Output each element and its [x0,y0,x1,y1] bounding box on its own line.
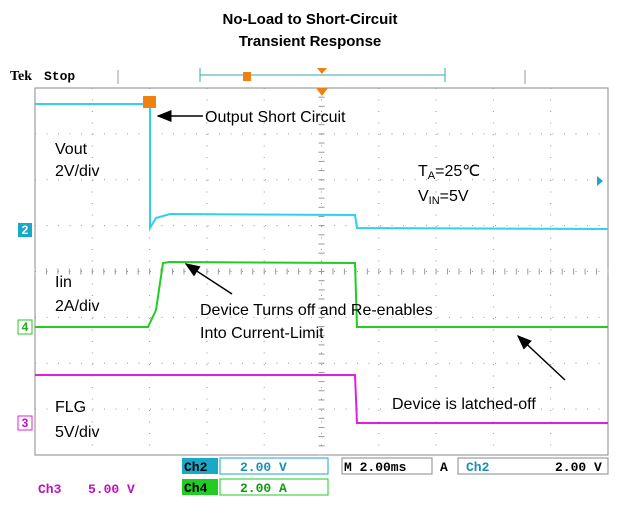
ch3-trace [35,374,608,424]
channel-markers: 2 4 3 [17,223,33,431]
status-text: 2.00 A [240,481,287,496]
label: 2V/div [55,163,99,180]
trigger-marker [143,96,156,108]
arrow [516,334,566,381]
label: Vout [55,141,88,158]
condition: TA=25℃ [418,163,480,182]
status-text: A [440,460,448,475]
status-text: Ch2 [184,460,208,475]
trigger-level [597,176,603,186]
status-text: M 2.00ms [344,460,407,475]
title-line: Transient Response [239,33,382,50]
status-text: Ch3 [38,482,62,497]
brand: Tek [10,69,32,84]
ch-marker: 2 [22,223,29,237]
condition: VIN=5V [418,188,469,207]
ch4-trace [35,260,608,328]
status-text: Ch2 [466,460,490,475]
arrow [184,263,233,295]
ch-marker: 4 [22,320,29,334]
status-text: 2.00 V [240,460,287,475]
ch2-trace [35,103,609,232]
label: Iin [55,274,72,291]
status-bar: Ch2 2.00 V M 2.00ms A Ch2 2.00 V Ch3 5.0… [38,457,609,497]
label: 2A/div [55,298,99,315]
annotation: Output Short Circuit [205,109,346,126]
run-status: Stop [44,69,75,84]
title-line: No-Load to Short-Circuit [223,11,398,28]
status-text: Ch4 [184,481,208,496]
label: 5V/div [55,424,99,441]
record-bracket [117,68,526,84]
ch-marker: 3 [22,416,29,430]
annotation: Into Current-Limit [200,325,324,342]
status-text: 5.00 V [88,482,135,497]
trigger-position [316,88,328,96]
annotation: Device Turns off and Re-enables [200,302,433,319]
status-text: 2.00 V [555,460,602,475]
label: FLG [55,399,86,416]
annotation: Device is latched-off [392,396,536,413]
